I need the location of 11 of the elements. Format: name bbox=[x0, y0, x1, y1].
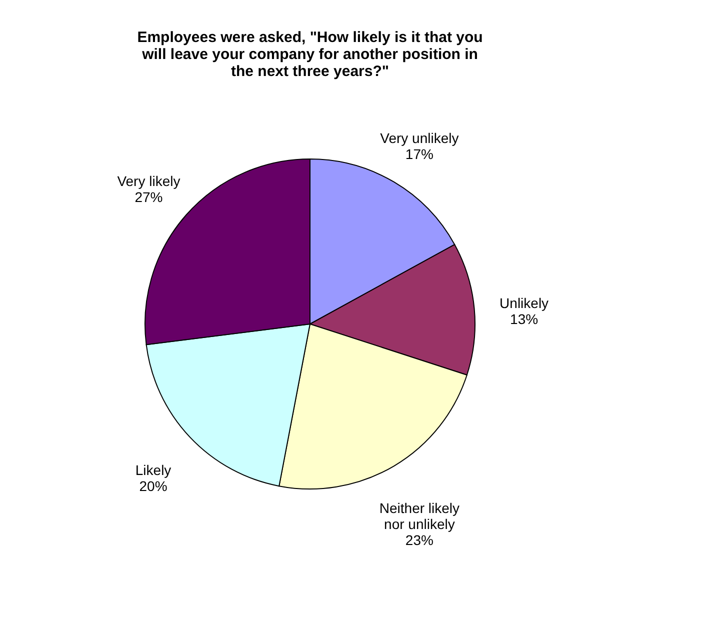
data-label: 13% bbox=[510, 310, 538, 327]
data-label: 23% bbox=[405, 532, 434, 548]
slice-label: Likely bbox=[135, 462, 172, 478]
slice-label: Neither likely nor unlikely bbox=[379, 500, 460, 532]
chart-title: Employees were asked, "How likely is it that you will leave your company for another position in the next three years?" bbox=[137, 29, 483, 80]
data-label: 17% bbox=[405, 146, 434, 162]
slice-label: Very likely bbox=[117, 172, 180, 189]
data-label: 20% bbox=[139, 478, 168, 494]
slice-label: Unlikely bbox=[500, 294, 549, 311]
data-label: 27% bbox=[134, 188, 163, 205]
slice-label: Very unlikely bbox=[380, 130, 459, 146]
